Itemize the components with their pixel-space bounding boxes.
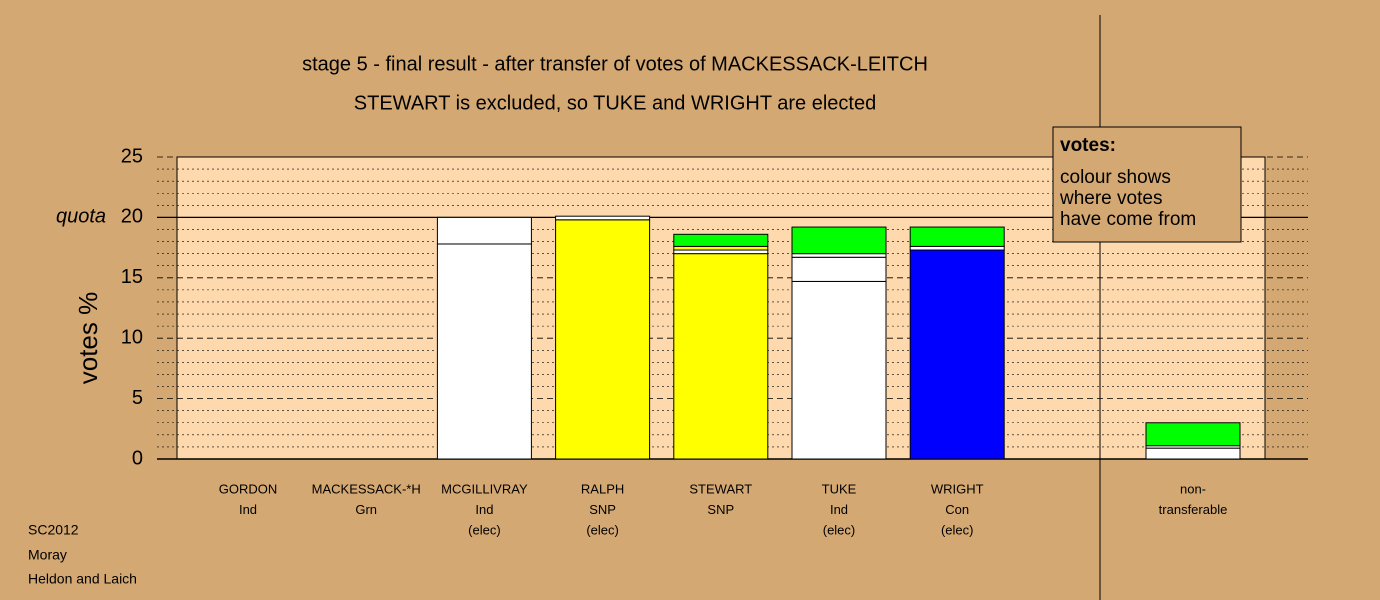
category-label: MACKESSACK-*H [312, 481, 421, 496]
bar-segment [791, 280, 887, 460]
category-label: (elec) [941, 522, 974, 537]
bar-segment [673, 245, 769, 251]
bar-segment [555, 215, 651, 221]
category-label: STEWART [689, 481, 752, 496]
category-label: (elec) [823, 522, 856, 537]
y-tick-label: 15 [121, 266, 143, 288]
category-label: Ind [830, 502, 848, 517]
chart-title: stage 5 - final result - after transfer … [302, 53, 928, 75]
category-label: Ind [239, 502, 257, 517]
y-tick-label: 5 [132, 387, 143, 409]
y-tick-label: 20 [121, 206, 143, 228]
category-label: Grn [355, 502, 377, 517]
bar-segment [791, 256, 887, 282]
category-label: RALPH [581, 481, 624, 496]
legend-line: where votes [1059, 188, 1162, 209]
category-label: transferable [1159, 502, 1228, 517]
footer: Moray [28, 547, 67, 563]
chart-subtitle: STEWART is excluded, so TUKE and WRIGHT … [354, 92, 876, 114]
footer: SC2012 [28, 522, 79, 538]
legend-title: votes: [1060, 135, 1116, 156]
bar-segment [1145, 422, 1241, 447]
bar-segment [909, 245, 1005, 251]
category-label: SNP [589, 502, 616, 517]
category-label: TUKE [822, 481, 857, 496]
quota-label: quota [56, 206, 106, 228]
category-label: SNP [707, 502, 734, 517]
bar-segment [673, 233, 769, 247]
category-label: (elec) [586, 522, 619, 537]
footer: Heldon and Laich [28, 571, 137, 587]
bar-segment [673, 253, 769, 460]
y-tick-label: 0 [132, 447, 143, 469]
bar-segment [436, 216, 532, 245]
category-label: Con [945, 502, 969, 517]
bar-segment [909, 226, 1005, 247]
category-label: (elec) [468, 522, 501, 537]
category-label: MCGILLIVRAY [441, 481, 528, 496]
y-tick-label: 10 [121, 326, 143, 348]
category-label: WRIGHT [931, 481, 984, 496]
category-label: Ind [475, 502, 493, 517]
bar-segment [909, 249, 1005, 460]
legend: votes: colour shows where votes have com… [1052, 126, 1242, 243]
y-tick-label: 25 [121, 145, 143, 167]
legend-line: colour shows [1060, 167, 1171, 188]
category-label: non- [1180, 481, 1206, 496]
legend-box [1052, 126, 1242, 243]
bar-segment [436, 243, 532, 460]
bar-segment [673, 249, 769, 255]
bar-segment [791, 226, 887, 255]
bar-segment [1145, 447, 1241, 460]
bar-segment [791, 253, 887, 258]
category-label: GORDON [219, 481, 278, 496]
y-axis-label: votes % [73, 292, 103, 385]
bar-segment [555, 219, 651, 460]
legend-line: have come from [1060, 209, 1196, 230]
